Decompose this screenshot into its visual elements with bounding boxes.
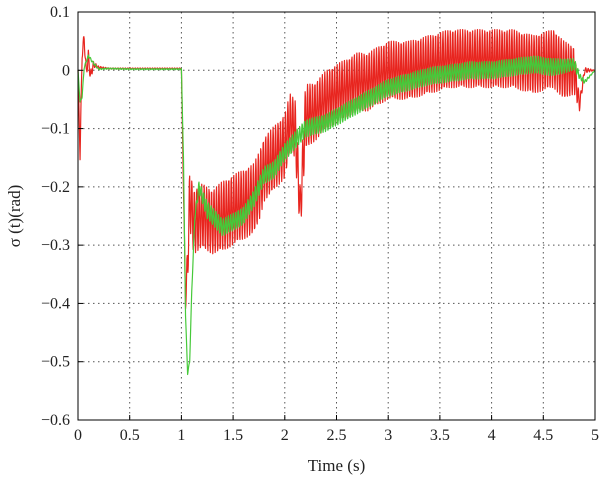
y-tick-label: 0 [62,62,70,79]
y-tick-label: −0.5 [41,354,70,371]
x-tick-label: 2 [281,427,289,444]
x-tick-label: 4 [488,427,496,444]
y-tick-label: −0.1 [41,121,70,138]
y-tick-label: 0.1 [50,4,70,21]
series-line [77,54,596,376]
series-group [77,28,596,376]
x-tick-label: 2.5 [327,427,347,444]
x-tick-label: 0 [74,427,82,444]
x-tick-label: 5 [591,427,599,444]
y-tick-label: −0.6 [41,412,70,429]
x-tick-label: 0.5 [120,427,140,444]
x-tick-label: 4.5 [533,427,553,444]
x-tick-label: 3.5 [430,427,450,444]
axis-ticks: 0 0.5 1 1.5 2 2.5 3 3.5 4 4.5 5 0.1 0 −0.1 −0.2 −0.3 −0.… [41,4,599,444]
grid-lines [78,12,595,420]
x-tick-label: 1 [177,427,185,444]
y-tick-label: −0.4 [41,295,70,312]
x-axis-label: Time (s) [308,456,365,475]
x-tick-label: 1.5 [223,427,243,444]
y-axis-label: σ (t)(rad) [5,185,24,248]
y-tick-label: −0.3 [41,237,70,254]
x-tick-label: 3 [384,427,392,444]
y-tick-label: −0.2 [41,179,70,196]
